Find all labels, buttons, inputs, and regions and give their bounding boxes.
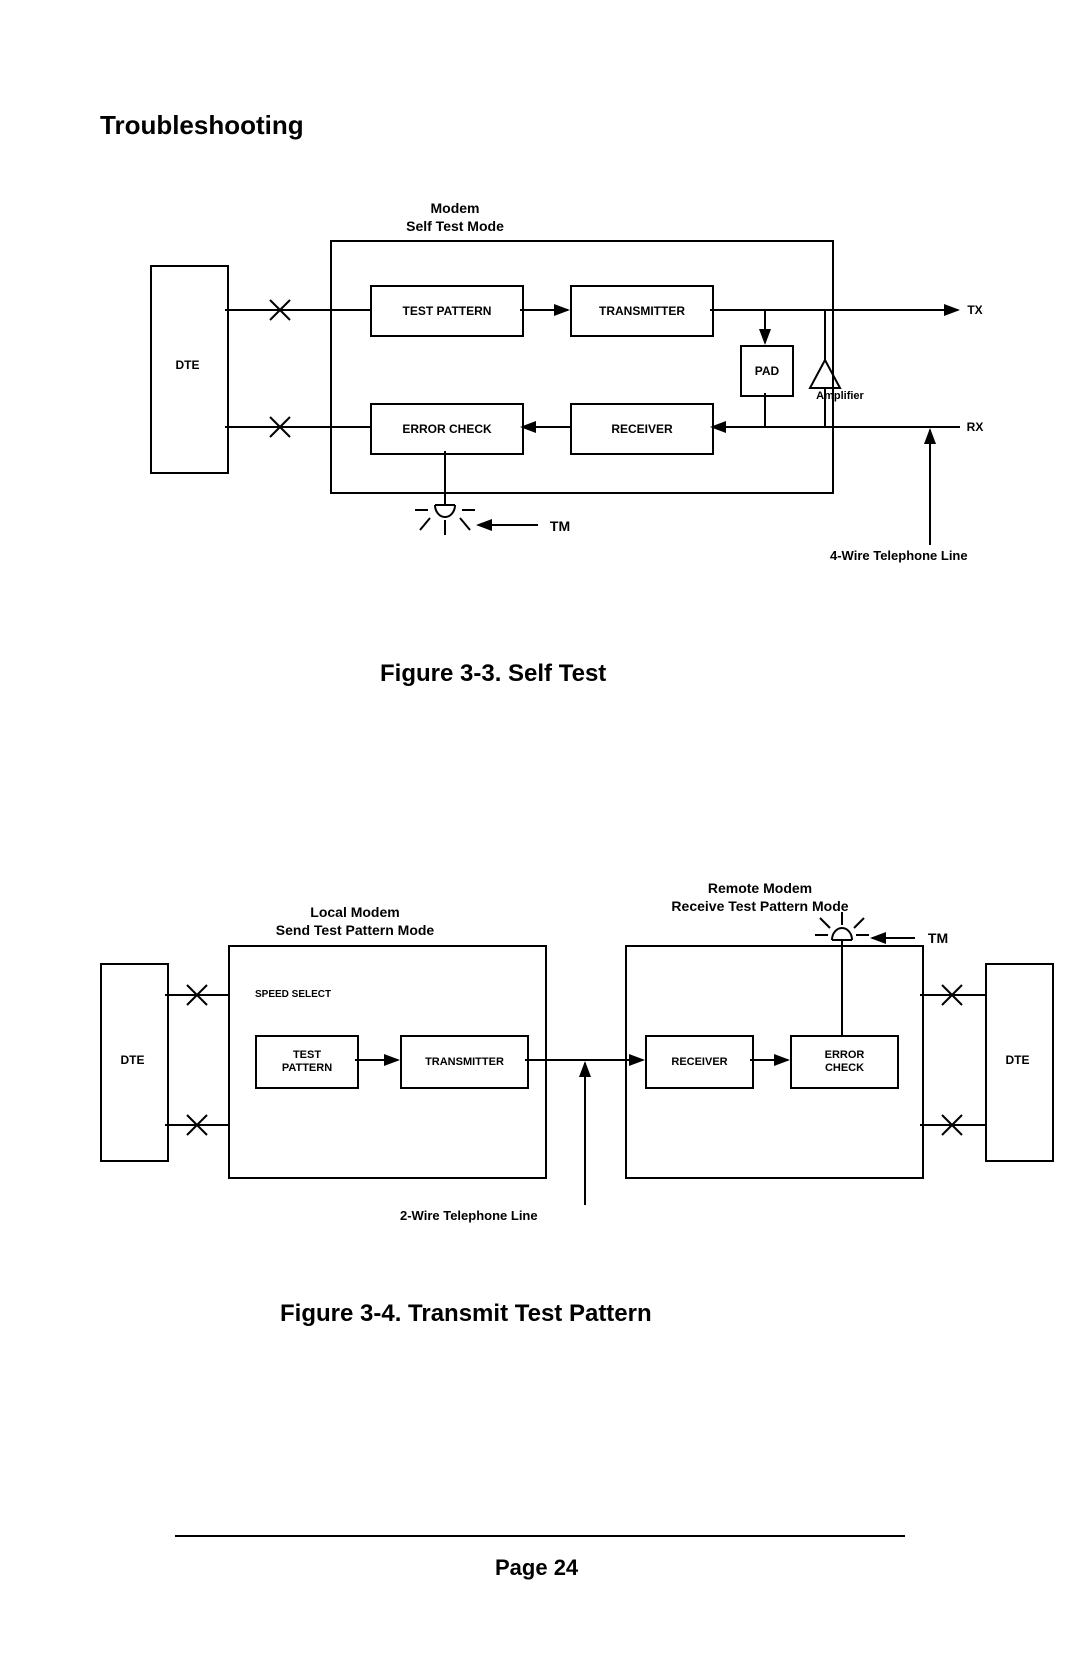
- fig1-test-pattern: TEST PATTERN: [370, 285, 524, 337]
- fig2-tm-label: TM: [918, 930, 958, 946]
- fig2-error-check-l1: ERROR: [825, 1049, 865, 1062]
- fig1-pad: PAD: [740, 345, 794, 397]
- modem-title-line1: Modem: [330, 200, 580, 216]
- fig2-remote-title-l2: Receive Test Pattern Mode: [620, 898, 900, 914]
- fig2-test-pattern-l1: TEST: [293, 1049, 321, 1062]
- fig2-remote-title-l1: Remote Modem: [620, 880, 900, 896]
- fig2-transmitter: TRANSMITTER: [400, 1035, 529, 1089]
- fig1-tm-label: TM: [540, 518, 580, 534]
- fig1-transmitter: TRANSMITTER: [570, 285, 714, 337]
- fig1-caption: Figure 3-3. Self Test: [380, 660, 606, 688]
- fig2-dte-left-label: DTE: [100, 1053, 165, 1067]
- fig1-tx-label: TX: [960, 303, 990, 317]
- fig1-receiver: RECEIVER: [570, 403, 714, 455]
- fig1-tel-line: 4-Wire Telephone Line: [830, 548, 1030, 563]
- fig2-tel-line: 2-Wire Telephone Line: [400, 1208, 650, 1223]
- fig2-receiver: RECEIVER: [645, 1035, 754, 1089]
- fig2-test-pattern: TEST PATTERN: [255, 1035, 359, 1089]
- fig1-error-check: ERROR CHECK: [370, 403, 524, 455]
- fig1-amplifier-label: Amplifier: [800, 390, 880, 402]
- footer-rule: [175, 1535, 905, 1537]
- page-footer: Page 24: [495, 1555, 578, 1581]
- modem-title-line2: Self Test Mode: [330, 218, 580, 234]
- fig2-error-check-l2: CHECK: [825, 1062, 864, 1075]
- fig1-dte-label: DTE: [150, 358, 225, 372]
- fig1-rx-label: RX: [960, 420, 990, 434]
- fig2-speed-select: SPEED SELECT: [255, 989, 375, 1000]
- fig2-test-pattern-l2: PATTERN: [282, 1062, 332, 1075]
- fig2-local-title-l1: Local Modem: [230, 904, 480, 920]
- fig2-caption: Figure 3-4. Transmit Test Pattern: [280, 1300, 652, 1328]
- page-title: Troubleshooting: [100, 110, 304, 141]
- fig2-dte-right-label: DTE: [985, 1053, 1050, 1067]
- fig2-local-title-l2: Send Test Pattern Mode: [230, 922, 480, 938]
- document-page: { "page": { "title": "Troubleshooting", …: [0, 0, 1080, 1669]
- fig2-error-check: ERROR CHECK: [790, 1035, 899, 1089]
